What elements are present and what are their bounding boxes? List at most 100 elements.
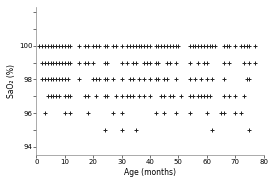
Point: [168, 61, 172, 64]
Point: [46, 78, 50, 81]
Point: [139, 44, 144, 47]
Point: [85, 95, 90, 98]
Point: [153, 112, 158, 114]
Point: [91, 78, 95, 81]
Point: [102, 61, 107, 64]
Point: [51, 61, 56, 64]
Point: [65, 95, 70, 98]
Point: [222, 95, 226, 98]
Point: [205, 112, 209, 114]
Point: [241, 61, 246, 64]
Point: [63, 44, 67, 47]
Point: [97, 78, 101, 81]
Point: [57, 61, 61, 64]
Point: [145, 61, 149, 64]
Point: [43, 78, 47, 81]
Point: [233, 95, 237, 98]
Point: [199, 78, 203, 81]
Point: [153, 44, 158, 47]
Point: [173, 112, 178, 114]
Point: [173, 61, 178, 64]
Point: [60, 61, 64, 64]
Point: [170, 44, 175, 47]
Point: [125, 61, 130, 64]
Point: [111, 44, 115, 47]
Point: [168, 44, 172, 47]
Point: [233, 44, 237, 47]
Point: [60, 78, 64, 81]
Point: [241, 95, 246, 98]
Point: [40, 78, 44, 81]
Point: [239, 112, 243, 114]
Point: [148, 78, 152, 81]
Point: [102, 44, 107, 47]
Point: [190, 44, 195, 47]
Point: [111, 112, 115, 114]
Point: [68, 44, 73, 47]
Point: [68, 112, 73, 114]
Point: [68, 61, 73, 64]
Point: [134, 61, 138, 64]
Point: [82, 61, 87, 64]
Point: [48, 95, 53, 98]
Point: [46, 44, 50, 47]
Point: [233, 112, 237, 114]
Point: [188, 112, 192, 114]
Point: [91, 44, 95, 47]
Point: [162, 78, 166, 81]
Point: [65, 78, 70, 81]
Point: [205, 95, 209, 98]
Point: [94, 95, 98, 98]
Point: [46, 61, 50, 64]
Point: [43, 44, 47, 47]
Point: [63, 61, 67, 64]
Point: [213, 44, 218, 47]
Point: [134, 44, 138, 47]
Point: [153, 61, 158, 64]
Point: [114, 44, 118, 47]
Point: [114, 95, 118, 98]
Point: [125, 44, 130, 47]
Point: [82, 44, 87, 47]
Point: [179, 95, 183, 98]
Point: [247, 128, 252, 131]
Point: [77, 78, 81, 81]
Point: [156, 44, 161, 47]
Point: [102, 95, 107, 98]
Point: [227, 95, 232, 98]
Point: [196, 61, 200, 64]
Point: [37, 44, 42, 47]
Y-axis label: SaO₂ (%): SaO₂ (%): [7, 64, 16, 98]
Point: [57, 78, 61, 81]
Point: [142, 78, 147, 81]
Point: [85, 61, 90, 64]
Point: [207, 95, 212, 98]
Point: [54, 61, 59, 64]
Point: [119, 112, 124, 114]
Point: [188, 95, 192, 98]
Point: [65, 44, 70, 47]
Point: [205, 61, 209, 64]
Point: [168, 95, 172, 98]
Point: [224, 44, 229, 47]
Point: [202, 44, 206, 47]
Point: [65, 61, 70, 64]
Point: [63, 95, 67, 98]
Point: [205, 44, 209, 47]
Point: [128, 44, 132, 47]
Point: [159, 44, 164, 47]
Point: [136, 78, 141, 81]
Point: [173, 78, 178, 81]
Point: [205, 78, 209, 81]
Point: [85, 44, 90, 47]
Point: [239, 44, 243, 47]
Point: [128, 95, 132, 98]
Point: [54, 95, 59, 98]
Point: [51, 44, 56, 47]
Point: [207, 44, 212, 47]
Point: [253, 44, 257, 47]
Point: [199, 44, 203, 47]
Point: [227, 44, 232, 47]
Point: [173, 44, 178, 47]
Point: [40, 44, 44, 47]
